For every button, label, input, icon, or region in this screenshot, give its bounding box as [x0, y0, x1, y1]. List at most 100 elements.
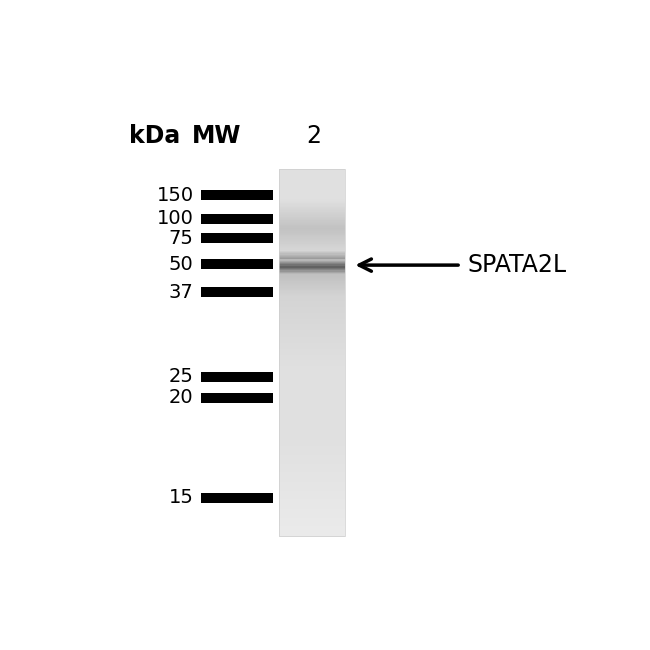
- Bar: [279, 366, 345, 368]
- Bar: [202, 190, 274, 200]
- Bar: [279, 385, 345, 387]
- Bar: [279, 398, 345, 400]
- Bar: [279, 180, 345, 182]
- Bar: [202, 372, 274, 382]
- Bar: [279, 255, 345, 257]
- Bar: [279, 420, 345, 422]
- Bar: [279, 445, 345, 447]
- Bar: [279, 473, 345, 474]
- Bar: [279, 399, 345, 401]
- Bar: [279, 278, 345, 280]
- Bar: [279, 459, 345, 461]
- Bar: [279, 222, 345, 224]
- Bar: [279, 300, 345, 302]
- Bar: [279, 443, 345, 445]
- Bar: [279, 231, 345, 233]
- Bar: [279, 467, 345, 469]
- Bar: [279, 317, 345, 319]
- Bar: [202, 493, 274, 502]
- Bar: [279, 192, 345, 194]
- Text: 15: 15: [169, 488, 194, 507]
- Bar: [279, 215, 345, 217]
- Bar: [279, 208, 345, 210]
- Bar: [279, 334, 345, 336]
- Bar: [279, 466, 345, 469]
- Bar: [279, 471, 345, 473]
- Bar: [279, 212, 345, 214]
- Bar: [279, 417, 345, 419]
- Bar: [279, 474, 345, 476]
- Bar: [279, 245, 345, 247]
- Text: 2: 2: [306, 124, 321, 148]
- Bar: [279, 200, 345, 201]
- Bar: [279, 525, 345, 527]
- Bar: [279, 298, 345, 301]
- Bar: [279, 358, 345, 359]
- Bar: [279, 359, 345, 361]
- Bar: [279, 484, 345, 486]
- Bar: [279, 453, 345, 455]
- Bar: [202, 259, 274, 269]
- Bar: [279, 349, 345, 351]
- Bar: [279, 319, 345, 322]
- Bar: [279, 410, 345, 412]
- Bar: [279, 507, 345, 509]
- Bar: [279, 190, 345, 192]
- Bar: [279, 324, 345, 326]
- Bar: [279, 535, 345, 537]
- Bar: [279, 513, 345, 515]
- Text: 150: 150: [157, 185, 194, 205]
- Bar: [279, 485, 345, 487]
- Bar: [279, 343, 345, 344]
- Bar: [279, 225, 345, 227]
- Bar: [279, 256, 345, 258]
- Bar: [279, 265, 345, 266]
- Bar: [279, 489, 345, 491]
- Text: kDa: kDa: [129, 124, 181, 148]
- Bar: [279, 400, 345, 402]
- Bar: [279, 520, 345, 522]
- Bar: [279, 201, 345, 203]
- Bar: [279, 284, 345, 286]
- Bar: [279, 186, 345, 188]
- Bar: [279, 251, 345, 253]
- Bar: [202, 214, 274, 224]
- Bar: [279, 340, 345, 343]
- Bar: [279, 422, 345, 424]
- Bar: [279, 445, 345, 448]
- Bar: [279, 378, 345, 380]
- Bar: [279, 280, 345, 282]
- Bar: [279, 335, 345, 337]
- Bar: [279, 500, 345, 502]
- Bar: [279, 495, 345, 497]
- Bar: [279, 384, 345, 386]
- Bar: [279, 391, 345, 393]
- Bar: [279, 236, 345, 238]
- Bar: [279, 523, 345, 525]
- Bar: [279, 320, 345, 322]
- Bar: [279, 532, 345, 534]
- Bar: [279, 452, 345, 454]
- Bar: [279, 396, 345, 398]
- Bar: [279, 312, 345, 314]
- Bar: [279, 220, 345, 222]
- Bar: [279, 332, 345, 333]
- Bar: [279, 509, 345, 511]
- Bar: [279, 287, 345, 289]
- Bar: [279, 534, 345, 536]
- Bar: [279, 287, 345, 290]
- Bar: [279, 306, 345, 308]
- Bar: [279, 279, 345, 281]
- Bar: [279, 333, 345, 335]
- Bar: [279, 257, 345, 259]
- Bar: [279, 207, 345, 209]
- Bar: [279, 262, 345, 264]
- Bar: [279, 448, 345, 450]
- Bar: [279, 376, 345, 378]
- Bar: [279, 311, 345, 313]
- Bar: [279, 416, 345, 418]
- Bar: [279, 176, 345, 178]
- Bar: [279, 428, 345, 430]
- Bar: [279, 493, 345, 495]
- Bar: [279, 270, 345, 272]
